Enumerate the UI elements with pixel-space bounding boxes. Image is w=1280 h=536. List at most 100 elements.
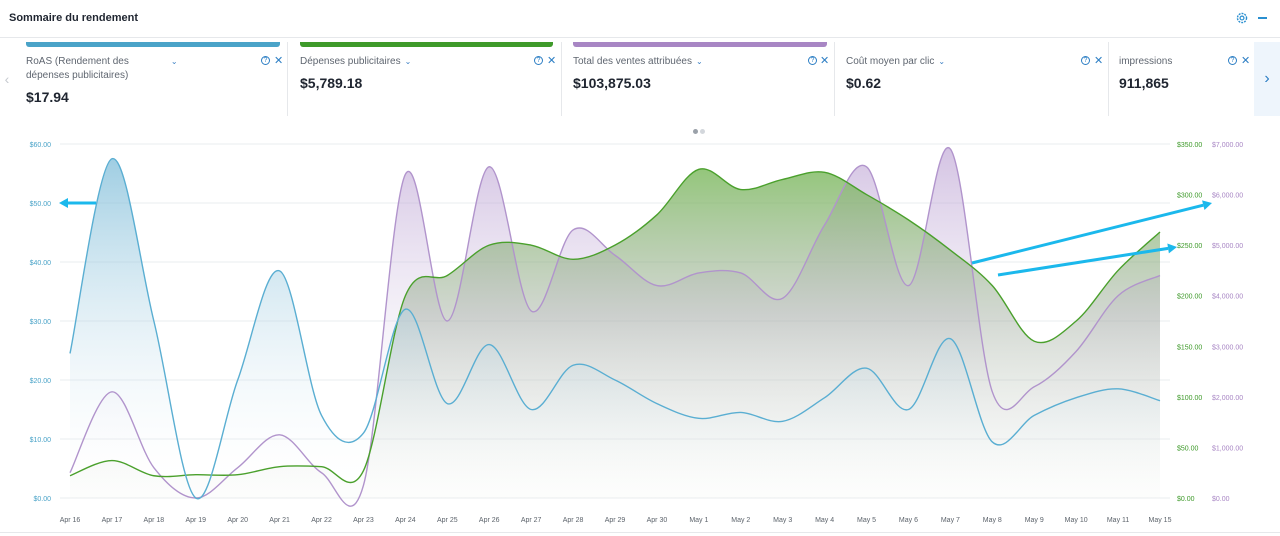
chevron-down-icon[interactable]: ⌄ (695, 57, 703, 66)
panel-bottom-border (0, 532, 1280, 533)
metric-label[interactable]: RoAS (Rendement des ⌄ dépenses publicitai… (26, 56, 178, 81)
x-tick-label: May 15 (1149, 517, 1172, 524)
annotation-arrow-right-lower-head (1167, 243, 1177, 254)
x-tick-label: Apr 16 (60, 517, 81, 524)
axis-tick-label: $6,000.00 (1212, 193, 1243, 200)
chevron-down-icon[interactable]: ⌄ (170, 57, 178, 66)
axis-tick-label: $10.00 (30, 437, 52, 444)
carousel-prev-icon[interactable]: ‹ (4, 71, 10, 87)
axis-tick-label: $250.00 (1177, 243, 1202, 250)
close-icon[interactable]: ✕ (547, 55, 557, 67)
annotation-arrow-right-upper (971, 200, 1212, 265)
metrics-carousel: ‹ RoAS (Rendement des ⌄ dépenses publicit… (0, 42, 1280, 116)
performance-chart: $0.00 $10.00 $20.00 $30.00 $40.00 $50.00 $60.0… (30, 142, 1244, 524)
pagination-dot[interactable] (700, 129, 705, 134)
x-tick-label: Apr 22 (311, 517, 332, 524)
chart-areas (70, 147, 1160, 507)
chart-lines (69, 147, 1161, 507)
x-tick-label: Apr 27 (521, 517, 542, 524)
x-tick-label: Apr 28 (563, 517, 584, 524)
help-icon[interactable]: ? (261, 56, 270, 65)
x-tick-label: Apr 18 (144, 517, 165, 524)
x-tick-label: Apr 30 (647, 517, 668, 524)
x-tick-label: Apr 26 (479, 517, 500, 524)
axis-tick-label: $350.00 (1177, 142, 1202, 149)
annotation-arrow-left (59, 198, 96, 208)
x-tick-label: Apr 17 (102, 517, 123, 524)
metric-card-attributed-sales[interactable]: Total des ventes attribuées ⌄ $103,875.03… (562, 42, 835, 116)
chevron-down-icon[interactable]: ⌄ (938, 57, 946, 66)
metric-label[interactable]: Dépenses publicitaires ⌄ (300, 56, 412, 67)
metric-color-bar (300, 42, 553, 47)
close-icon[interactable]: ✕ (820, 55, 830, 67)
metric-card-roas[interactable]: RoAS (Rendement des ⌄ dépenses publicitai… (24, 42, 288, 116)
metric-label[interactable]: Coût moyen par clic ⌄ (846, 56, 946, 67)
x-tick-label: Apr 23 (353, 517, 374, 524)
annotation-arrow-right-lower-shaft (997, 246, 1169, 277)
x-tick-label: May 11 (1107, 517, 1130, 524)
axis-tick-label: $150.00 (1177, 344, 1202, 351)
axis-tick-label: $20.00 (30, 378, 52, 385)
x-tick-label: May 6 (899, 517, 918, 524)
pagination-dot-active[interactable] (693, 129, 698, 134)
axis-tick-label: $0.00 (1177, 496, 1195, 503)
annotation-arrow-left-head (59, 198, 68, 208)
axis-tick-label: $300.00 (1177, 193, 1202, 200)
close-icon[interactable]: ✕ (1094, 55, 1104, 67)
metric-color-bar (26, 42, 280, 47)
help-icon[interactable]: ? (1081, 56, 1090, 65)
metric-value: 911,865 (1119, 75, 1169, 91)
x-tick-label: Apr 25 (437, 517, 458, 524)
axis-tick-label: $3,000.00 (1212, 344, 1243, 351)
annotation-arrow-right-lower (997, 243, 1177, 277)
metric-card-avg-cpc[interactable]: Coût moyen par clic ⌄ $0.62 ? ✕ (835, 42, 1109, 116)
axis-tick-label: $5,000.00 (1212, 243, 1243, 250)
annotation-arrow-right-upper-shaft (971, 203, 1204, 265)
x-tick-label: Apr 29 (605, 517, 626, 524)
x-tick-label: May 8 (983, 517, 1002, 524)
axis-tick-label: $50.00 (30, 201, 52, 208)
y-axis-left: $0.00 $10.00 $20.00 $30.00 $40.00 $50.00 $60.0… (30, 142, 52, 503)
help-icon[interactable]: ? (808, 56, 817, 65)
x-tick-label: Apr 24 (395, 517, 416, 524)
close-icon[interactable]: ✕ (274, 55, 284, 67)
metric-card-ad-spend[interactable]: Dépenses publicitaires ⌄ $5,789.18 ? ✕ (288, 42, 562, 116)
metric-label[interactable]: Total des ventes attribuées ⌄ (573, 56, 703, 67)
annotation-arrow-right-upper-head (1202, 200, 1212, 211)
x-tick-label: May 10 (1065, 517, 1088, 524)
series-line-2[interactable] (69, 147, 1161, 507)
close-icon[interactable]: ✕ (1241, 55, 1251, 67)
x-tick-label: May 5 (857, 517, 876, 524)
axis-tick-label: $50.00 (1177, 445, 1199, 452)
metric-value: $5,789.18 (300, 75, 363, 91)
axis-tick-label: $0.00 (1212, 496, 1230, 503)
help-icon[interactable]: ? (534, 56, 543, 65)
chevron-down-icon[interactable]: ⌄ (404, 57, 412, 66)
x-tick-label: Apr 21 (269, 517, 290, 524)
metric-card-impressions[interactable]: impressions 911,865 ? ✕ (1109, 42, 1254, 116)
axis-tick-label: $30.00 (30, 319, 52, 326)
panel-title: Sommaire du rendement (9, 12, 138, 24)
x-tick-label: Apr 20 (227, 517, 248, 524)
y-axis-right-spend: $0.00 $50.00 $100.00 $150.00 $200.00 $250.00 $… (1177, 142, 1202, 503)
carousel-pagination (693, 121, 707, 139)
metric-value: $103,875.03 (573, 75, 651, 91)
x-tick-label: May 1 (689, 517, 708, 524)
help-icon[interactable]: ? (1228, 56, 1237, 65)
x-tick-label: May 7 (941, 517, 960, 524)
series-line-1[interactable] (69, 168, 1161, 484)
chart-annotations (59, 198, 1212, 277)
axis-tick-label: $0.00 (33, 496, 51, 503)
panel-header: Sommaire du rendement (0, 0, 1280, 38)
carousel-next-icon[interactable]: › (1254, 42, 1280, 116)
collapse-icon[interactable] (1258, 17, 1267, 19)
metric-value: $17.94 (26, 89, 69, 105)
gear-icon[interactable] (1235, 11, 1249, 25)
series-line-0[interactable] (69, 158, 1161, 500)
metric-value: $0.62 (846, 75, 882, 91)
x-tick-label: May 2 (731, 517, 750, 524)
axis-tick-label: $100.00 (1177, 395, 1202, 402)
metric-label[interactable]: impressions (1119, 56, 1173, 67)
series-area-0 (70, 158, 1160, 499)
axis-tick-label: $4,000.00 (1212, 294, 1243, 301)
